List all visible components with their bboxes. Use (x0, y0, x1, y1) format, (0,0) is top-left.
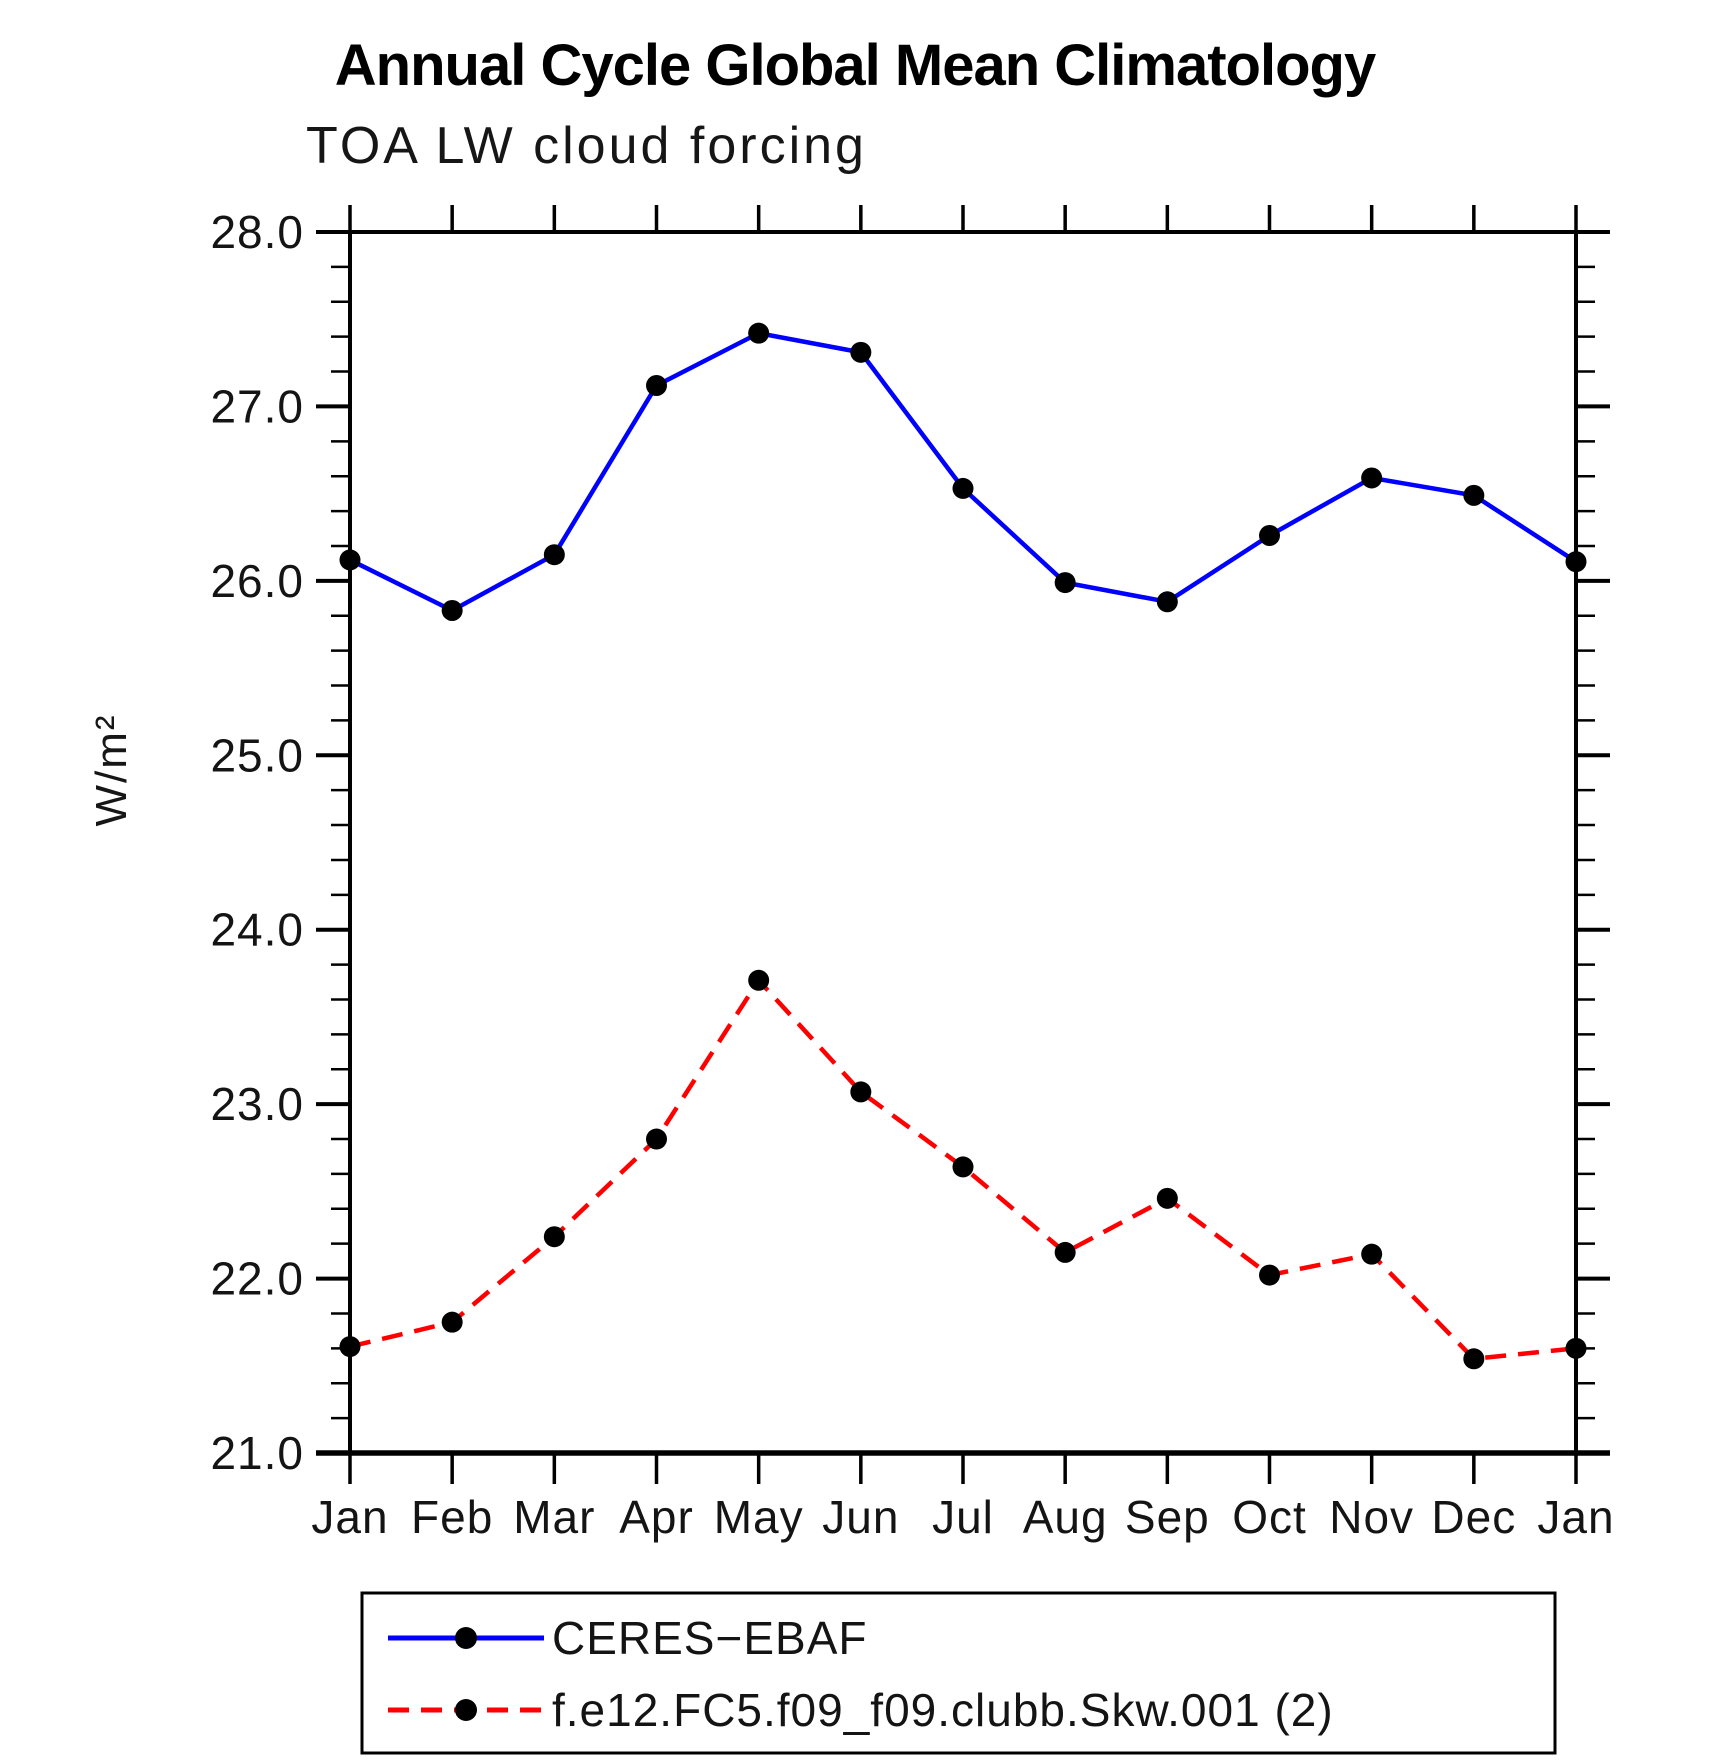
x-tick-label: Sep (1125, 1491, 1210, 1543)
series-line-ceres-ebaf (349, 330, 1578, 614)
data-point-marker (646, 1128, 667, 1150)
y-tick-label: 21.0 (210, 1427, 304, 1479)
legend-marker (455, 1627, 477, 1649)
x-tick-label: Dec (1431, 1491, 1516, 1543)
x-tick-label: Aug (1023, 1491, 1108, 1543)
x-tick-label: Feb (411, 1491, 493, 1543)
legend-label: f.e12.FC5.f09_f09.clubb.Skw.001 (2) (552, 1684, 1334, 1736)
data-point-marker (1259, 1264, 1280, 1286)
data-point-marker (339, 1336, 361, 1358)
data-point-marker (748, 322, 770, 344)
data-point-marker (952, 477, 974, 499)
x-tick-label: Jul (932, 1491, 994, 1543)
y-tick-label: 22.0 (210, 1253, 304, 1305)
legend-label: CERES−EBAF (552, 1612, 868, 1664)
data-point-marker (1361, 467, 1383, 489)
data-point-marker (1361, 1243, 1383, 1265)
x-tick-label: Oct (1232, 1491, 1307, 1543)
data-point-marker (543, 544, 565, 566)
x-tick-label: Nov (1329, 1491, 1414, 1543)
y-tick-label: 28.0 (210, 206, 304, 258)
y-tick-label: 26.0 (210, 555, 304, 607)
x-tick-label: May (714, 1491, 804, 1543)
data-point-marker (1259, 525, 1280, 547)
data-point-marker (1156, 1187, 1178, 1209)
legend-box (360, 1591, 1557, 1755)
data-point-marker (1565, 1337, 1587, 1359)
y-tick-label: 23.0 (210, 1078, 304, 1130)
data-point-marker (1463, 1348, 1485, 1370)
x-tick-label: Mar (513, 1491, 595, 1543)
figure-title: Annual Cycle Global Mean Climatology (334, 33, 1376, 98)
data-point-marker (1156, 591, 1178, 613)
data-point-marker (441, 600, 463, 622)
x-tick-label: Jun (822, 1491, 899, 1543)
y-tick-label: 24.0 (210, 904, 304, 956)
data-point-marker (1565, 551, 1587, 573)
data-point-marker (748, 969, 770, 991)
x-tick-label: Apr (619, 1491, 694, 1543)
data-point-marker (1054, 572, 1076, 594)
x-tick-label: Jan (1537, 1491, 1614, 1543)
data-point-marker (543, 1226, 565, 1248)
data-point-marker (1463, 484, 1485, 506)
figure-subtitle: TOA LW cloud forcing (306, 117, 867, 175)
data-point-marker (1054, 1241, 1076, 1263)
data-point-marker (952, 1156, 974, 1178)
legend-marker (455, 1699, 477, 1721)
data-point-marker (850, 341, 872, 363)
data-point-marker (441, 1311, 463, 1333)
data-point-marker (850, 1081, 872, 1103)
plot-frame (348, 230, 1578, 1455)
data-point-marker (646, 374, 667, 396)
y-tick-label: 25.0 (210, 729, 304, 781)
y-tick-label: 27.0 (210, 380, 304, 432)
x-tick-label: Jan (311, 1491, 388, 1543)
data-point-marker (339, 549, 361, 571)
